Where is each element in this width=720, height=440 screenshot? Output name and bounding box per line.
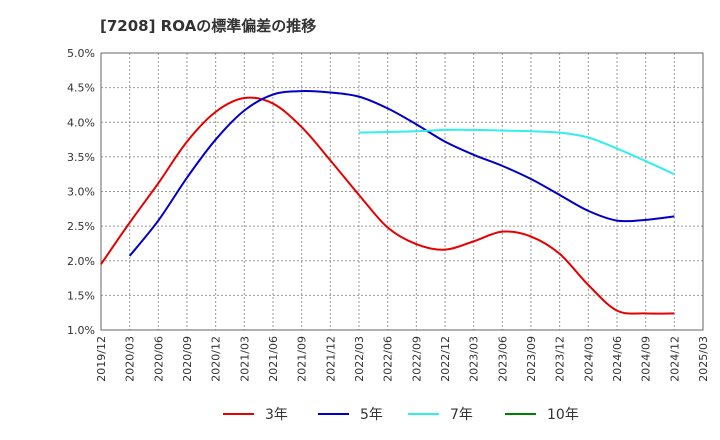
series-line-3年	[100, 96, 675, 315]
x-tick-label: 2023/09	[525, 336, 538, 382]
x-tick-label: 2023/03	[468, 336, 481, 382]
x-tick-label: 2020/09	[181, 336, 194, 382]
x-tick-label: 2021/03	[238, 336, 251, 382]
legend-label-5年: 5年	[360, 407, 383, 423]
y-tick-label: 3.0%	[67, 186, 95, 199]
x-tick-label: 2024/06	[611, 336, 624, 382]
y-tick-label: 1.5%	[67, 289, 95, 302]
x-tick-label: 2021/12	[324, 336, 337, 382]
x-tick-label: 2019/12	[95, 336, 108, 382]
series-line-5年	[128, 90, 675, 257]
y-tick-label: 4.5%	[67, 82, 95, 95]
x-tick-label: 2020/03	[124, 336, 137, 382]
x-tick-label: 2022/12	[439, 336, 452, 382]
x-tick-label: 2022/09	[410, 336, 423, 382]
x-tick-label: 2023/06	[496, 336, 509, 382]
x-tick-label: 2025/03	[697, 336, 710, 382]
x-tick-label: 2021/09	[296, 336, 309, 382]
y-tick-label: 2.0%	[67, 255, 95, 268]
y-tick-label: 4.0%	[67, 116, 95, 129]
x-tick-label: 2022/03	[353, 336, 366, 382]
y-tick-label: 3.5%	[67, 151, 95, 164]
x-tick-label: 2021/06	[267, 336, 280, 382]
y-tick-label: 1.0%	[67, 324, 95, 337]
x-tick-label: 2022/06	[382, 336, 395, 382]
x-tick-label: 2023/12	[554, 336, 567, 382]
series-line-7年	[358, 128, 675, 176]
y-tick-label: 5.0%	[67, 47, 95, 60]
x-tick-label: 2024/12	[668, 336, 681, 382]
chart-title: [7208] ROAの標準偏差の推移	[100, 17, 317, 35]
x-tick-label: 2024/03	[582, 336, 595, 382]
legend-label-3年: 3年	[265, 407, 288, 423]
x-tick-label: 2020/12	[210, 336, 223, 382]
y-tick-label: 2.5%	[67, 220, 95, 233]
x-tick-label: 2024/09	[640, 336, 653, 382]
x-tick-label: 2020/06	[152, 336, 165, 382]
plot-border	[100, 52, 704, 331]
legend-label-10年: 10年	[547, 407, 579, 423]
legend-label-7年: 7年	[450, 407, 473, 423]
